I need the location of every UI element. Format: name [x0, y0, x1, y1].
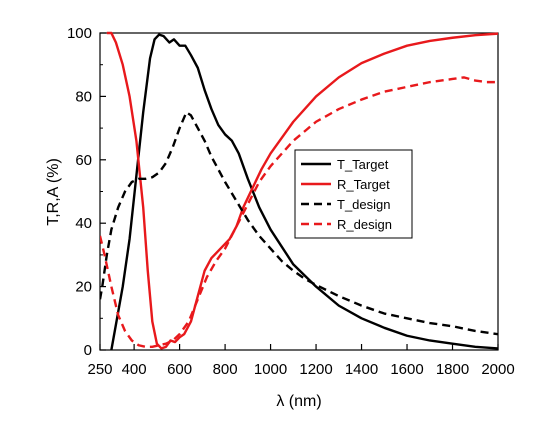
x-tick-label: 800 — [213, 361, 238, 378]
legend-label: R_Target — [337, 177, 390, 192]
x-tick-label: 1200 — [299, 361, 332, 378]
x-tick-label: 1600 — [390, 361, 423, 378]
y-tick-label: 80 — [75, 88, 92, 105]
series-line-t-target — [110, 33, 498, 351]
tick-layer: 250 400 600 800 1000 1200 1400 1600 1800 2000 0 20 4… — [67, 25, 515, 378]
series-layer — [100, 31, 498, 351]
x-tick-label: 2000 — [481, 361, 514, 378]
y-tick-label: 40 — [75, 215, 92, 232]
y-tick-label: 60 — [75, 152, 92, 169]
legend-label: T_design — [337, 197, 390, 212]
x-tick-label: 1400 — [345, 361, 378, 378]
series-line-t-design — [100, 111, 498, 336]
x-tick-label: 1000 — [254, 361, 287, 378]
x-tick-label: 250 — [87, 361, 112, 378]
series-line-r-design — [100, 76, 498, 349]
x-axis-label: λ (nm) — [276, 393, 321, 410]
x-tick-label: 600 — [167, 361, 192, 378]
y-axis-label: T,R,A (%) — [45, 158, 62, 226]
plot-area: 250 400 600 800 1000 1200 1400 1600 1800 2000 0 20 4… — [67, 25, 515, 378]
legend-label: R_design — [337, 217, 392, 232]
y-tick-label: 20 — [75, 279, 92, 296]
series-line-r-target — [106, 31, 498, 350]
y-tick-label: 100 — [67, 25, 92, 42]
x-tick-label: 1800 — [436, 361, 469, 378]
legend-label: T_Target — [337, 157, 389, 172]
y-tick-label: 0 — [84, 342, 92, 359]
legend: T_Target R_Target T_design R_design — [294, 149, 413, 239]
x-tick-label: 400 — [122, 361, 147, 378]
